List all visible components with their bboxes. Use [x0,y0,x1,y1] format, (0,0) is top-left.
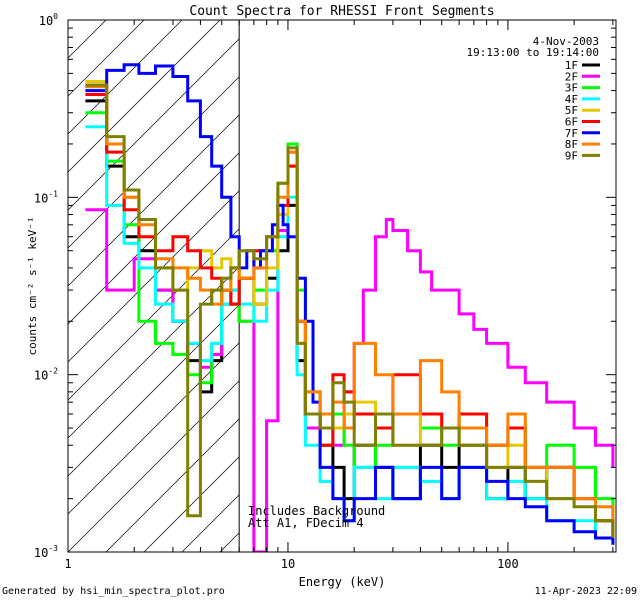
y-axis-label: counts cm⁻² s⁻¹ keV⁻¹ [26,216,39,355]
hatch-line [68,190,240,363]
annotation-background: Includes Background [248,504,385,518]
hatch-line [105,418,240,552]
x-tick-label: 100 [497,557,519,571]
x-tick-label: 10 [281,557,295,571]
hatch-line [68,20,183,135]
legend-label-8f: 8F [565,138,578,151]
plot-frame [67,19,617,553]
legend-label-2f: 2F [565,70,578,83]
series-line-7f [85,63,615,545]
x-axis-label: Energy (keV) [299,575,386,589]
hatch-line [68,38,240,211]
hatch-line [68,342,240,515]
footer-generated-by: Generated by hsi_min_spectra_plot.pro [2,586,225,597]
legend-label-6f: 6F [565,116,578,129]
annotation-attenuator: Att A1, FDecim 4 [248,516,364,530]
hatch-line [68,304,240,477]
chart-title: Count Spectra for RHESSI Front Segments [189,4,494,19]
legend-label-3f: 3F [565,82,578,95]
hatch-line [143,456,240,552]
legend-label-5f: 5F [565,104,578,117]
hatch-line [68,20,221,173]
legend-label-4f: 4F [565,93,578,106]
hatch-line [68,228,240,401]
time-range-label: 19:13:00 to 19:14:00 [467,46,599,59]
hatch-line [68,266,240,439]
date-label: 4-Nov-2003 [533,35,599,48]
series-line-4f [85,125,615,545]
legend-label-1f: 1F [565,59,578,72]
legend-label-9f: 9F [565,149,578,162]
footer-timestamp: 11-Apr-2023 22:09 [535,586,637,597]
series-line-8f [85,85,615,521]
series-line-9f [85,83,615,538]
hatch-line [68,380,240,552]
legend-label-7f: 7F [565,127,578,140]
x-tick-label: 1 [64,557,71,571]
hatch-line [68,76,240,249]
series-lines [85,63,615,552]
